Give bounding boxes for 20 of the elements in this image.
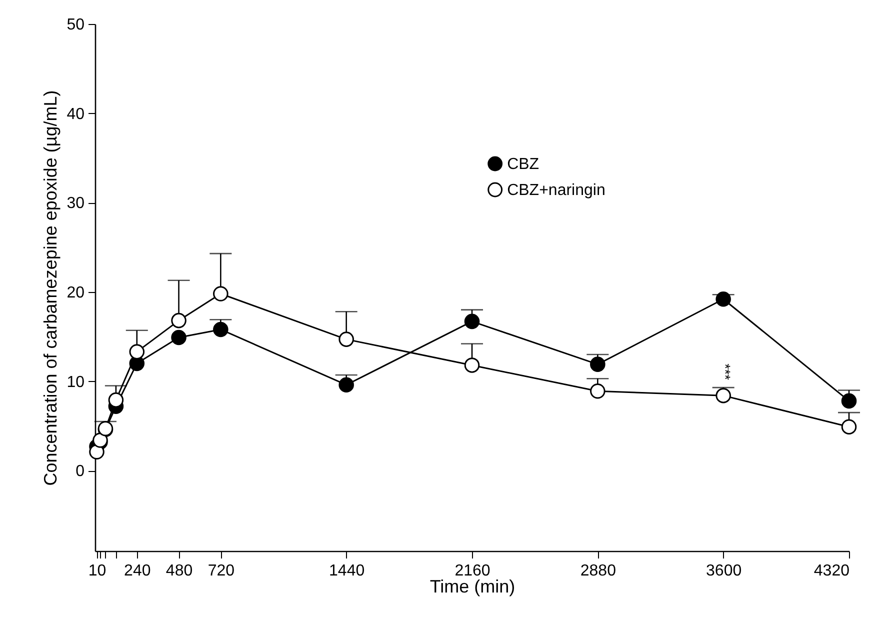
- y-tick-label: 30: [66, 195, 85, 212]
- y-tick-label: 0: [76, 463, 85, 480]
- legend-label: CBZ: [507, 156, 540, 173]
- x-tick-label: 10: [88, 562, 106, 580]
- x-tick-label: 240: [124, 562, 151, 580]
- x-tick-label: 2880: [580, 562, 616, 580]
- y-axis-title: Concentration of carbamezepine epoxide (µg/mL): [40, 90, 61, 486]
- x-tick-label: 1440: [329, 562, 365, 580]
- y-tick-label: 10: [66, 374, 85, 391]
- x-tick-label: 2160: [454, 562, 490, 580]
- y-tick-label: 50: [66, 16, 85, 34]
- x-tick-label: 720: [208, 562, 235, 580]
- x-tick-label: 3600: [706, 562, 742, 580]
- y-tick-label: 20: [66, 284, 85, 302]
- y-tick-label: 40: [66, 106, 85, 123]
- legend-label: CBZ+naringin: [507, 182, 606, 199]
- x-tick-label: 480: [166, 562, 193, 580]
- annotation: ***: [718, 364, 734, 381]
- x-axis-title: Time (min): [430, 576, 516, 596]
- x-tick-label: 4320: [814, 562, 850, 580]
